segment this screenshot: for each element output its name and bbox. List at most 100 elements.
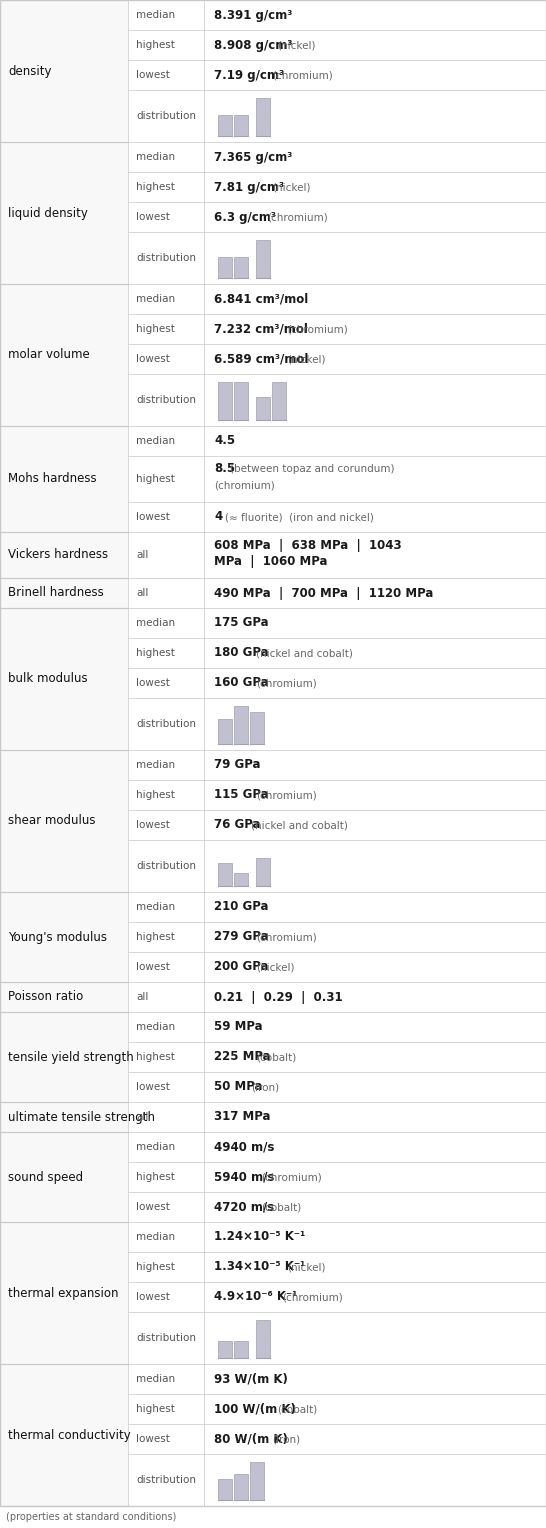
Text: highest: highest (136, 790, 175, 801)
Bar (256, 857, 270, 886)
Bar (218, 720, 232, 744)
Text: median: median (136, 902, 175, 912)
Text: 180 GPa: 180 GPa (214, 646, 269, 660)
Text: shear modulus: shear modulus (8, 814, 96, 828)
Text: 200 GPa: 200 GPa (214, 961, 269, 973)
Bar (234, 872, 248, 886)
Text: thermal expansion: thermal expansion (8, 1287, 118, 1299)
Text: 50 MPa: 50 MPa (214, 1080, 263, 1094)
Text: (chromium): (chromium) (257, 678, 317, 688)
Bar (0, 426, 128, 532)
Text: (chromium): (chromium) (288, 324, 348, 335)
Text: distribution: distribution (136, 1475, 196, 1485)
Bar (0, 1222, 128, 1365)
Bar (234, 1473, 248, 1500)
Text: (cobalt): (cobalt) (277, 1404, 317, 1413)
Bar (0, 532, 128, 578)
Text: 76 GPa: 76 GPa (214, 819, 260, 831)
Bar (272, 382, 286, 420)
Text: median: median (136, 1141, 175, 1152)
Text: (cobalt): (cobalt) (262, 1203, 302, 1212)
Text: highest: highest (136, 40, 175, 50)
Text: 1.34×10⁻⁵ K⁻¹: 1.34×10⁻⁵ K⁻¹ (214, 1261, 305, 1273)
Text: (chromium): (chromium) (272, 70, 333, 79)
Text: (chromium): (chromium) (257, 790, 317, 801)
Text: median: median (136, 435, 175, 446)
Text: 6.589 cm³/mol: 6.589 cm³/mol (214, 353, 308, 365)
Bar (0, 284, 128, 426)
Text: 80 W/(m K): 80 W/(m K) (214, 1433, 288, 1445)
Text: lowest: lowest (136, 70, 170, 79)
Text: lowest: lowest (136, 354, 170, 364)
Text: all: all (136, 588, 149, 597)
Text: all: all (136, 550, 149, 559)
Text: median: median (136, 1022, 175, 1031)
Text: median: median (136, 11, 175, 20)
Text: Poisson ratio: Poisson ratio (8, 990, 83, 1004)
Bar (234, 115, 248, 136)
Text: highest: highest (136, 182, 175, 193)
Text: (chromium): (chromium) (267, 212, 328, 222)
Bar (0, 1365, 128, 1507)
Text: (chromium): (chromium) (214, 481, 275, 490)
Bar (0, 983, 128, 1012)
Text: (≈ fluorite)  (iron and nickel): (≈ fluorite) (iron and nickel) (225, 512, 374, 523)
Text: highest: highest (136, 648, 175, 659)
Text: distribution: distribution (136, 112, 196, 121)
Bar (218, 1479, 232, 1500)
Text: median: median (136, 1232, 175, 1242)
Text: 490 MPa  |  700 MPa  |  1120 MPa: 490 MPa | 700 MPa | 1120 MPa (214, 587, 434, 599)
Text: distribution: distribution (136, 860, 196, 871)
Text: all: all (136, 1112, 149, 1122)
Bar (256, 1320, 270, 1358)
Bar (218, 1342, 232, 1358)
Bar (218, 863, 232, 886)
Text: bulk modulus: bulk modulus (8, 672, 87, 686)
Text: density: density (8, 64, 51, 78)
Text: 6.841 cm³/mol: 6.841 cm³/mol (214, 292, 308, 306)
Text: MPa  |  1060 MPa: MPa | 1060 MPa (214, 555, 328, 568)
Text: tensile yield strength: tensile yield strength (8, 1051, 134, 1063)
Bar (0, 892, 128, 983)
Text: molar volume: molar volume (8, 348, 90, 362)
Text: median: median (136, 759, 175, 770)
Text: (nickel): (nickel) (288, 354, 326, 364)
Text: lowest: lowest (136, 512, 170, 523)
Text: distribution: distribution (136, 254, 196, 263)
Text: 4720 m/s: 4720 m/s (214, 1201, 274, 1213)
Text: (nickel): (nickel) (272, 182, 311, 193)
Text: highest: highest (136, 474, 175, 484)
Bar (234, 706, 248, 744)
Bar (218, 115, 232, 136)
Bar (234, 382, 248, 420)
Text: (nickel): (nickel) (277, 40, 316, 50)
Bar (0, 1102, 128, 1132)
Text: (nickel and cobalt): (nickel and cobalt) (257, 648, 353, 659)
Text: 4.5: 4.5 (214, 434, 235, 448)
Text: 100 W/(m K): 100 W/(m K) (214, 1403, 296, 1415)
Text: 93 W/(m K): 93 W/(m K) (214, 1372, 288, 1386)
Bar (256, 240, 270, 278)
Text: (nickel and cobalt): (nickel and cobalt) (251, 821, 348, 830)
Text: (properties at standard conditions): (properties at standard conditions) (6, 1513, 176, 1522)
Text: 7.81 g/cm³: 7.81 g/cm³ (214, 180, 284, 194)
Bar (0, 142, 128, 284)
Text: median: median (136, 293, 175, 304)
Text: 4: 4 (214, 510, 222, 524)
Text: 279 GPa: 279 GPa (214, 931, 269, 943)
Text: median: median (136, 1374, 175, 1384)
Text: 5940 m/s: 5940 m/s (214, 1170, 275, 1184)
Text: lowest: lowest (136, 1433, 170, 1444)
Text: 7.19 g/cm³: 7.19 g/cm³ (214, 69, 284, 81)
Text: (cobalt): (cobalt) (257, 1051, 296, 1062)
Bar (218, 257, 232, 278)
Text: distribution: distribution (136, 1332, 196, 1343)
Text: 4940 m/s: 4940 m/s (214, 1140, 275, 1154)
Text: (chromium): (chromium) (262, 1172, 322, 1183)
Text: 8.908 g/cm³: 8.908 g/cm³ (214, 38, 293, 52)
Text: lowest: lowest (136, 212, 170, 222)
Text: 225 MPa: 225 MPa (214, 1051, 271, 1063)
Text: (between topaz and corundum): (between topaz and corundum) (230, 465, 394, 474)
Text: 7.232 cm³/mol: 7.232 cm³/mol (214, 322, 308, 336)
Text: lowest: lowest (136, 1082, 170, 1093)
